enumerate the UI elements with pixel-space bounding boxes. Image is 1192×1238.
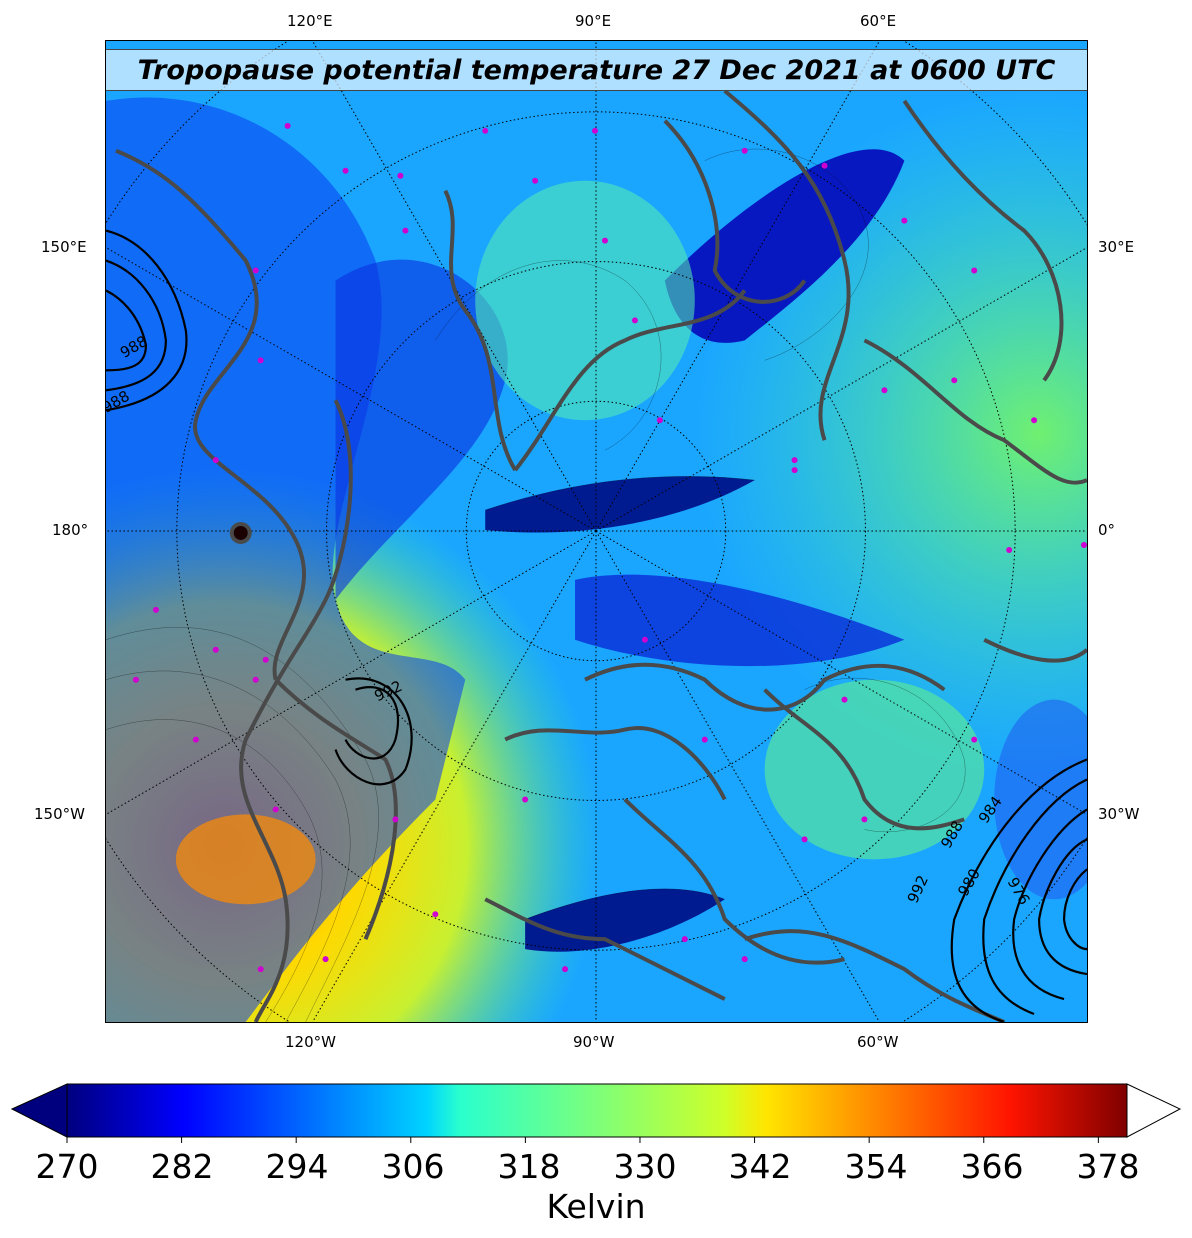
title-box: Tropopause potential temperature 27 Dec … bbox=[106, 49, 1087, 91]
lon-label-left: 150°E bbox=[41, 238, 87, 256]
colorbar-tick-label: 318 bbox=[497, 1147, 561, 1186]
lon-label-left: 150°W bbox=[34, 805, 85, 823]
lon-label-bottom: 90°W bbox=[573, 1033, 615, 1051]
field-warm-core bbox=[175, 814, 316, 905]
coastlines bbox=[115, 89, 1087, 1022]
map-canvas: 988 988 992 992 988 984 980 976 bbox=[106, 41, 1087, 1022]
colorbar-tick-label: 378 bbox=[1076, 1147, 1140, 1186]
lon-label-bottom: 60°W bbox=[857, 1033, 899, 1051]
field-trough-east bbox=[575, 574, 905, 667]
lon-label-top: 90°E bbox=[575, 12, 612, 30]
field-streamer-north bbox=[664, 149, 905, 343]
field-trough-mid bbox=[335, 259, 508, 600]
theta-contours bbox=[106, 148, 966, 1022]
lon-label-bottom: 120°W bbox=[285, 1033, 336, 1051]
map-title: Tropopause potential temperature 27 Dec … bbox=[137, 54, 1056, 86]
lon-label-right: 30°W bbox=[1098, 805, 1140, 823]
colorbar-tick-label: 342 bbox=[728, 1147, 792, 1186]
lon-label-right: 0° bbox=[1098, 521, 1116, 539]
colorbar-tick-label: 282 bbox=[150, 1147, 214, 1186]
colorbar-tick-label: 354 bbox=[844, 1147, 908, 1186]
lon-label-left: 180° bbox=[52, 521, 89, 539]
colorbar-label: Kelvin bbox=[546, 1187, 646, 1226]
colorbar-tick-marks bbox=[66, 1137, 1099, 1143]
pressure-contours bbox=[106, 229, 1087, 1022]
lon-label-top: 60°E bbox=[860, 12, 897, 30]
colorbar bbox=[10, 1083, 1182, 1143]
colorbar-tick-label: 366 bbox=[960, 1147, 1024, 1186]
lon-label-right: 30°E bbox=[1098, 238, 1135, 256]
colorbar-tick-label: 294 bbox=[265, 1147, 329, 1186]
colorbar-tick-label: 306 bbox=[381, 1147, 445, 1186]
lon-label-top: 120°E bbox=[287, 12, 333, 30]
field-ridge-north bbox=[475, 180, 695, 421]
colorbar-tick-label: 330 bbox=[613, 1147, 677, 1186]
field-streamer-center bbox=[485, 476, 755, 533]
colorbar-tick-label: 270 bbox=[35, 1147, 99, 1186]
colorbar-min-extend bbox=[10, 1083, 68, 1138]
field-ridge-greenland bbox=[764, 679, 985, 860]
colorbar-max-extend bbox=[1126, 1083, 1182, 1138]
station-markers bbox=[132, 122, 1087, 973]
colorbar-bar bbox=[66, 1083, 1128, 1138]
map-panel: 988 988 992 992 988 984 980 976 bbox=[105, 40, 1088, 1023]
